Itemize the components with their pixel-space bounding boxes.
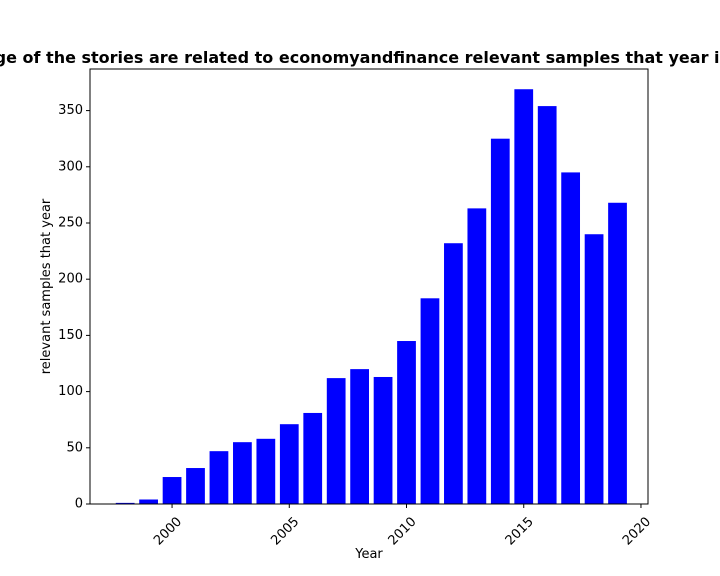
chart-title: What percentage of the stories are relat… [0, 48, 720, 67]
x-tick-label: 2005 [268, 514, 302, 548]
bar-2018 [584, 234, 604, 505]
y-tick-label: 350 [58, 103, 83, 118]
bar-2010 [397, 341, 416, 504]
bar-2002 [209, 451, 229, 504]
bar-series [115, 89, 627, 505]
bar-2015 [514, 89, 534, 505]
x-tick-label: 2015 [503, 514, 537, 548]
bar-2017 [561, 172, 581, 504]
bar-2013 [467, 208, 487, 504]
bar-2003 [233, 442, 252, 504]
y-axis-ticks: 0 50 100 150 200 250 300 350 [58, 103, 90, 512]
x-tick-label: 2010 [386, 514, 420, 548]
bar-1998 [115, 502, 135, 504]
bar-2008 [350, 369, 369, 504]
y-tick-label: 250 [58, 215, 83, 230]
bar-2009 [373, 376, 393, 504]
bar-2006 [303, 412, 323, 504]
bar-2001 [186, 468, 205, 504]
bar-2016 [537, 106, 557, 505]
y-tick-label: 200 [58, 272, 83, 287]
y-tick-label: 300 [58, 159, 83, 174]
bar-2019 [608, 202, 627, 504]
y-axis-label: relevant samples that year [39, 198, 54, 374]
x-axis-ticks: 2000 2005 2010 2015 2020 [151, 504, 654, 548]
bar-2005 [279, 424, 299, 504]
bar-2012 [444, 243, 463, 505]
bar-2000 [162, 477, 182, 504]
y-tick-label: 150 [58, 328, 83, 343]
bar-2007 [326, 378, 346, 504]
x-axis-label: Year [354, 547, 383, 562]
bar-2014 [490, 138, 510, 504]
plot-frame [89, 68, 649, 505]
bar-2011 [420, 298, 440, 504]
bar-1999 [139, 499, 158, 504]
y-tick-label: 0 [75, 497, 83, 512]
y-tick-label: 100 [58, 384, 83, 399]
bar-2004 [256, 438, 276, 504]
y-tick-label: 50 [66, 440, 83, 455]
x-tick-label: 2000 [151, 514, 185, 548]
x-tick-label: 2020 [620, 514, 654, 548]
